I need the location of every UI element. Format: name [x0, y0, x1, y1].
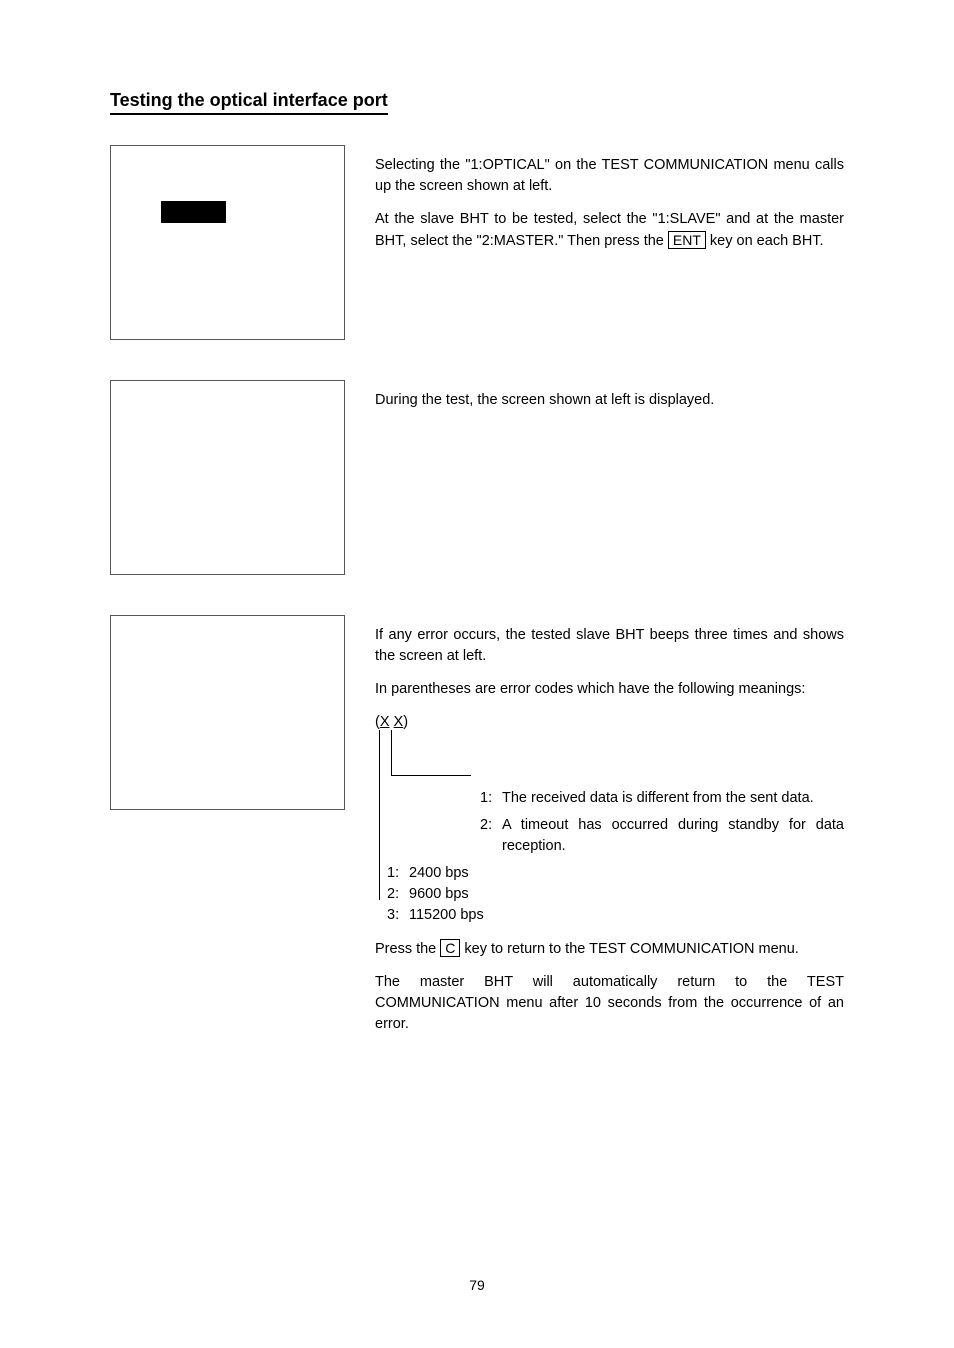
- b1-p2b: key on each BHT.: [706, 233, 824, 249]
- inner-item-2: 2: A timeout has occurred during standby…: [480, 815, 844, 857]
- outer-item-3: 3: 115200 bps: [387, 905, 844, 926]
- screen-illustration-3: [110, 615, 345, 810]
- b2-p1: During the test, the screen shown at lef…: [375, 390, 844, 411]
- vline-outer: [379, 730, 380, 900]
- b3-p4: The master BHT will automatically return…: [375, 972, 844, 1035]
- screen-illustration-2: [110, 380, 345, 575]
- ent-key: ENT: [668, 231, 706, 249]
- outer-num-1: 1:: [387, 863, 409, 884]
- inner-txt-1: The received data is different from the …: [502, 788, 844, 809]
- text-col-1: Selecting the "1:OPTICAL" on the TEST CO…: [375, 145, 844, 264]
- block-1: Selecting the "1:OPTICAL" on the TEST CO…: [110, 145, 844, 340]
- text-col-2: During the test, the screen shown at lef…: [375, 380, 844, 423]
- outer-bps-list: 1: 2400 bps 2: 9600 bps 3: 115200 bps: [387, 863, 844, 926]
- page-number: 79: [0, 1277, 954, 1293]
- inner-num-2: 2:: [480, 815, 502, 857]
- xx-label: (X X): [375, 714, 408, 730]
- inner-item-1: 1: The received data is different from t…: [480, 788, 844, 809]
- outer-num-3: 3:: [387, 905, 409, 926]
- b3-p3a: Press the: [375, 941, 440, 957]
- hline-inner: [391, 775, 471, 776]
- c-key: C: [440, 939, 460, 957]
- b3-p3b: key to return to the TEST COMMUNICATION …: [460, 941, 798, 957]
- block-3: If any error occurs, the tested slave BH…: [110, 615, 844, 1047]
- error-code-diagram: (X X) 1: The received data is different …: [375, 712, 844, 926]
- b1-p2: At the slave BHT to be tested, select th…: [375, 209, 844, 252]
- outer-txt-1: 2400 bps: [409, 863, 469, 884]
- b3-p3: Press the C key to return to the TEST CO…: [375, 938, 844, 960]
- black-rect: [161, 201, 226, 223]
- block-2: During the test, the screen shown at lef…: [110, 380, 844, 575]
- b3-p2: In parentheses are error codes which hav…: [375, 679, 844, 700]
- outer-item-1: 1: 2400 bps: [387, 863, 844, 884]
- b1-p1: Selecting the "1:OPTICAL" on the TEST CO…: [375, 155, 844, 197]
- inner-num-1: 1:: [480, 788, 502, 809]
- outer-item-2: 2: 9600 bps: [387, 884, 844, 905]
- vline-inner: [391, 730, 392, 775]
- b3-p1: If any error occurs, the tested slave BH…: [375, 625, 844, 667]
- section-heading: Testing the optical interface port: [110, 90, 388, 115]
- inner-txt-2: A timeout has occurred during standby fo…: [502, 815, 844, 857]
- screen-illustration-1: [110, 145, 345, 340]
- outer-txt-3: 115200 bps: [409, 905, 484, 926]
- text-col-3: If any error occurs, the tested slave BH…: [375, 615, 844, 1047]
- inner-error-list: 1: The received data is different from t…: [480, 733, 844, 857]
- outer-txt-2: 9600 bps: [409, 884, 469, 905]
- outer-num-2: 2:: [387, 884, 409, 905]
